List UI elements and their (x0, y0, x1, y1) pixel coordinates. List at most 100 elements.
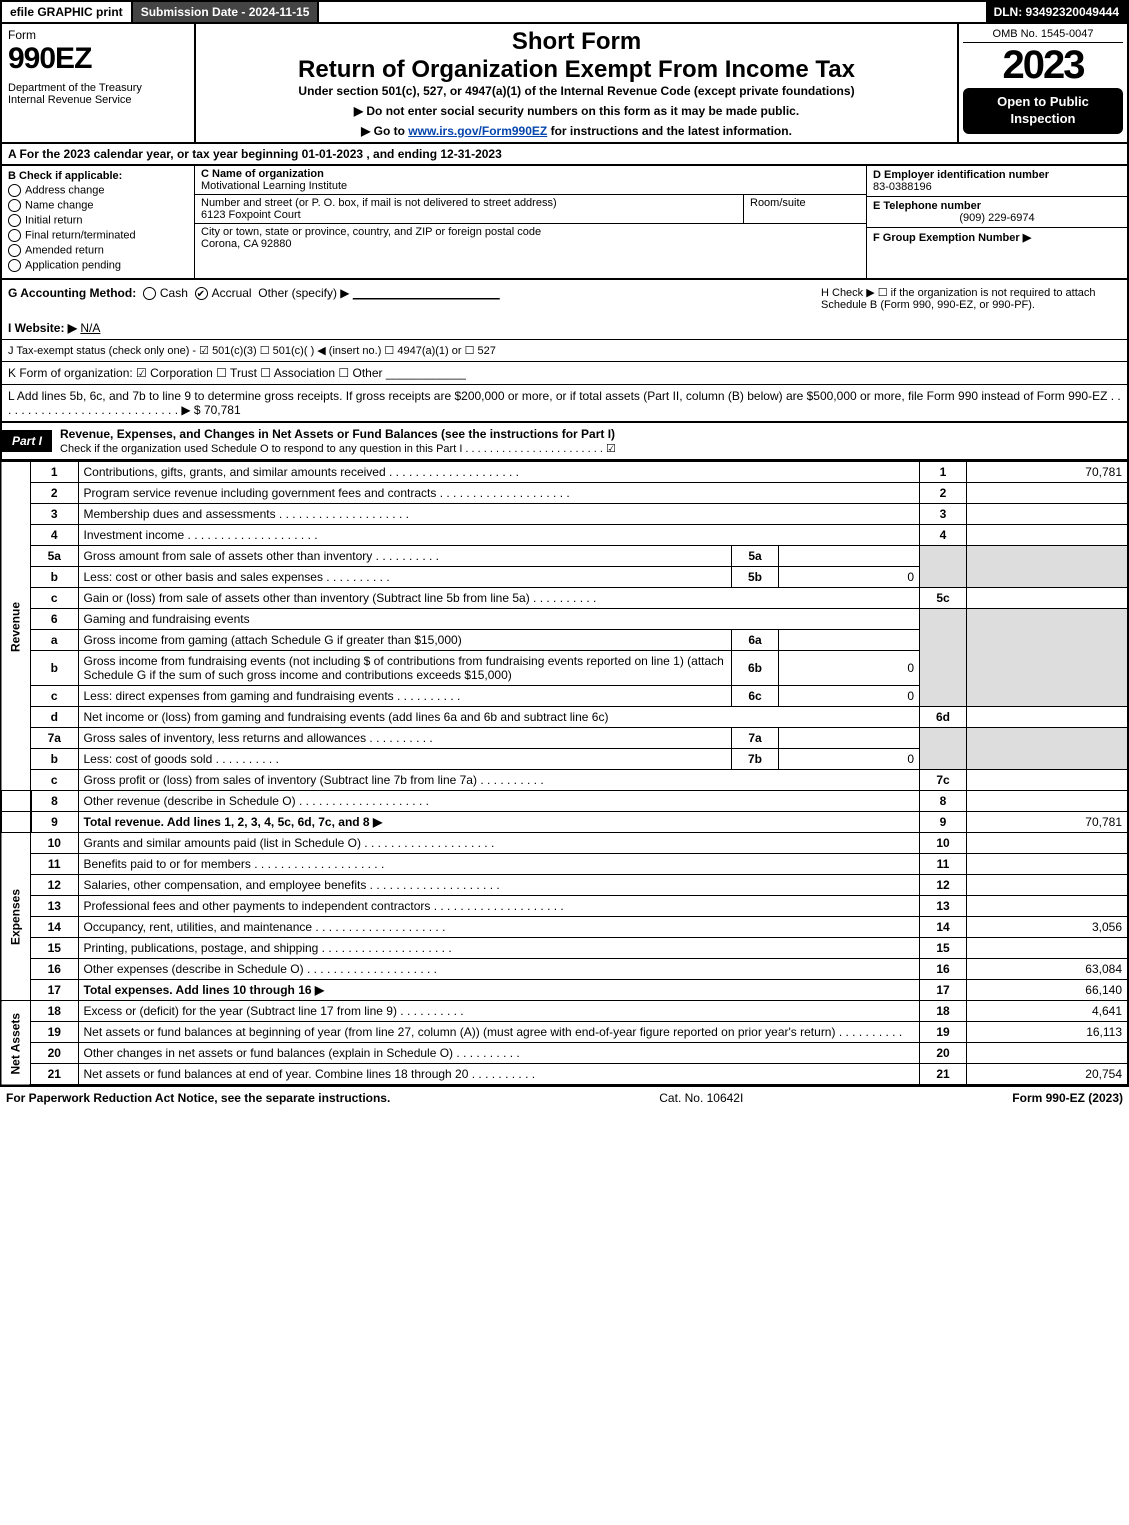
footer-right: Form 990-EZ (2023) (1012, 1091, 1123, 1105)
phone-value: (909) 229-6974 (873, 212, 1121, 224)
L-value: 70,781 (204, 403, 241, 417)
l17-val: 66,140 (967, 980, 1129, 1001)
chk-amended-return[interactable]: Amended return (8, 244, 188, 257)
l15-no: 15 (31, 938, 79, 959)
l15-num: 15 (920, 938, 967, 959)
chk-accrual[interactable] (195, 287, 208, 300)
l17-no: 17 (31, 980, 79, 1001)
l10-num: 10 (920, 833, 967, 854)
chk-application-pending[interactable]: Application pending (8, 259, 188, 272)
C-city-row: City or town, state or province, country… (195, 224, 866, 252)
chk-address-change-lbl: Address change (25, 184, 105, 196)
l14-no: 14 (31, 917, 79, 938)
l7ab-shade (920, 728, 967, 770)
chk-name-change-lbl: Name change (25, 199, 94, 211)
G-accrual-lbl: Accrual (212, 286, 252, 300)
l6a-desc: Gross income from gaming (attach Schedul… (78, 630, 732, 651)
chk-amended-return-lbl: Amended return (25, 244, 104, 256)
l6d-no: d (31, 707, 79, 728)
chk-name-change[interactable]: Name change (8, 199, 188, 212)
H-row: H Check ▶ ☐ if the organization is not r… (821, 286, 1121, 311)
note2-pre: ▶ Go to (361, 124, 408, 138)
website-value: N/A (80, 321, 100, 335)
l6-shade-val (967, 609, 1129, 707)
row-GH: G Accounting Method: Cash Accrual Other … (0, 280, 1129, 317)
l7c-no: c (31, 770, 79, 791)
l6-no: 6 (31, 609, 79, 630)
dept-irs: Internal Revenue Service (8, 94, 188, 106)
l19-num: 19 (920, 1022, 967, 1043)
l2-num: 2 (920, 483, 967, 504)
l18-val: 4,641 (967, 1001, 1129, 1022)
l13-num: 13 (920, 896, 967, 917)
C-name-label: C Name of organization (201, 168, 860, 180)
l5a-no: 5a (31, 546, 79, 567)
l13-val (967, 896, 1129, 917)
l10-no: 10 (31, 833, 79, 854)
header-left: Form 990EZ Department of the Treasury In… (2, 24, 196, 142)
C-name-row: C Name of organization Motivational Lear… (195, 166, 866, 195)
org-city: Corona, CA 92880 (201, 238, 860, 250)
l6a-no: a (31, 630, 79, 651)
l14-num: 14 (920, 917, 967, 938)
col-C: C Name of organization Motivational Lear… (195, 166, 867, 278)
l7a-subval (779, 728, 920, 749)
form-number: 990EZ (8, 42, 188, 76)
l12-no: 12 (31, 875, 79, 896)
l7b-subno: 7b (732, 749, 779, 770)
l19-no: 19 (31, 1022, 79, 1043)
l20-num: 20 (920, 1043, 967, 1064)
chk-application-pending-lbl: Application pending (25, 259, 121, 271)
L-text: L Add lines 5b, 6c, and 7b to line 9 to … (8, 389, 1121, 417)
l5b-desc: Less: cost or other basis and sales expe… (78, 567, 732, 588)
l6b-subno: 6b (732, 651, 779, 686)
C-addr-cell: Number and street (or P. O. box, if mail… (195, 195, 744, 223)
expenses-side-label: Expenses (1, 833, 31, 1001)
G-other-lbl: Other (specify) ▶ (258, 286, 349, 300)
l6d-desc: Net income or (loss) from gaming and fun… (78, 707, 920, 728)
l6-desc: Gaming and fundraising events (78, 609, 920, 630)
row-K: K Form of organization: ☑ Corporation ☐ … (0, 362, 1129, 385)
l5a-subno: 5a (732, 546, 779, 567)
col-B: B Check if applicable: Address change Na… (2, 166, 195, 278)
l9-num: 9 (920, 812, 967, 833)
l11-desc: Benefits paid to or for members (78, 854, 920, 875)
l8-num: 8 (920, 791, 967, 812)
C-name-label-text: C Name of organization (201, 168, 324, 180)
irs-link[interactable]: www.irs.gov/Form990EZ (408, 124, 547, 138)
l7c-val (967, 770, 1129, 791)
efile-label[interactable]: efile GRAPHIC print (2, 2, 133, 22)
netassets-side-label: Net Assets (1, 1001, 31, 1086)
line-A-text: A For the 2023 calendar year, or tax yea… (8, 147, 502, 161)
F-row: F Group Exemption Number ▶ (867, 228, 1127, 247)
l21-val: 20,754 (967, 1064, 1129, 1086)
l5c-val (967, 588, 1129, 609)
footer-left: For Paperwork Reduction Act Notice, see … (6, 1091, 390, 1105)
l7a-subno: 7a (732, 728, 779, 749)
l6c-subval: 0 (779, 686, 920, 707)
header-center: Short Form Return of Organization Exempt… (196, 24, 959, 142)
l6-shade (920, 609, 967, 707)
l21-num: 21 (920, 1064, 967, 1086)
part-I-header: Part I Revenue, Expenses, and Changes in… (0, 423, 1129, 461)
l21-desc: Net assets or fund balances at end of ye… (78, 1064, 920, 1086)
chk-initial-return[interactable]: Initial return (8, 214, 188, 227)
l19-val: 16,113 (967, 1022, 1129, 1043)
E-label: E Telephone number (873, 200, 981, 212)
chk-address-change[interactable]: Address change (8, 184, 188, 197)
l5a-subval (779, 546, 920, 567)
chk-cash[interactable] (143, 287, 156, 300)
chk-final-return[interactable]: Final return/terminated (8, 229, 188, 242)
l7b-no: b (31, 749, 79, 770)
l12-val (967, 875, 1129, 896)
l21-no: 21 (31, 1064, 79, 1086)
org-street: 6123 Foxpoint Court (201, 209, 737, 221)
l17-desc: Total expenses. Add lines 10 through 16 (78, 980, 920, 1001)
rev-spacer2 (1, 812, 31, 833)
B-label: B Check if applicable: (8, 170, 188, 182)
C-addr-label: Number and street (or P. O. box, if mail… (201, 197, 737, 209)
l5c-num: 5c (920, 588, 967, 609)
l4-val (967, 525, 1129, 546)
l6b-subval: 0 (779, 651, 920, 686)
l15-val (967, 938, 1129, 959)
